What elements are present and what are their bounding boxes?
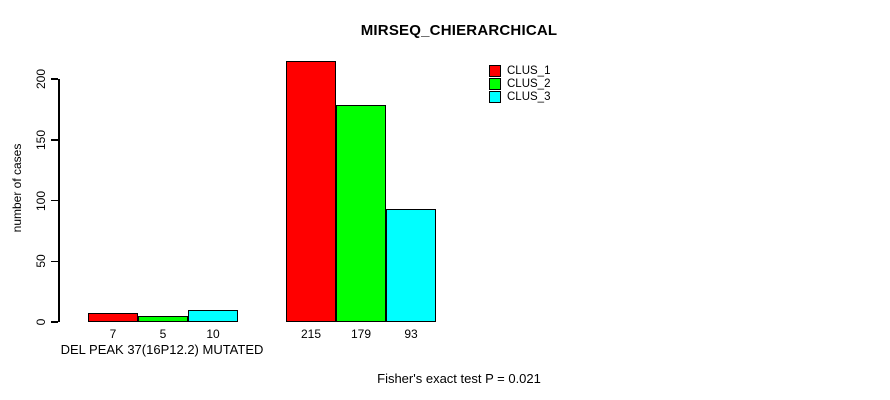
y-axis-line [58, 79, 60, 322]
bar-value-label: 10 [206, 327, 220, 341]
bar-value-label: 93 [404, 327, 418, 341]
legend-row: CLUS_2 [489, 77, 550, 90]
legend-row: CLUS_3 [489, 90, 550, 103]
chart-title: MIRSEQ_CHIERARCHICAL [360, 22, 558, 39]
bar-value-label: 179 [350, 327, 372, 341]
y-tick-label: 0 [34, 318, 48, 326]
legend-label: CLUS_3 [507, 90, 551, 103]
y-tick [51, 78, 58, 80]
x-axis-label: DEL PEAK 37(16P12.2) MUTATED [60, 342, 264, 357]
y-axis-label: number of cases [10, 143, 24, 233]
bar-clus_3-group2 [386, 209, 436, 322]
legend-swatch-icon [489, 77, 501, 90]
bar-value-label: 5 [159, 327, 167, 341]
bar-clus_1-group1 [88, 313, 138, 322]
y-tick [51, 260, 58, 262]
legend-label: CLUS_2 [507, 77, 551, 90]
y-tick [51, 199, 58, 202]
y-tick [51, 139, 58, 141]
bar-value-label: 215 [300, 327, 322, 341]
y-tick-label: 50 [34, 254, 48, 268]
bar-clus_1-group2 [286, 61, 336, 322]
legend-swatch-icon [489, 64, 501, 77]
bar-clus_3-group1 [188, 310, 238, 322]
y-tick-label: 200 [34, 68, 48, 90]
bar-clus_2-group2 [336, 105, 386, 322]
y-tick-label: 150 [34, 129, 48, 150]
y-tick [51, 321, 58, 323]
bar-value-label: 7 [109, 327, 117, 341]
legend-label: CLUS_1 [507, 64, 551, 77]
y-tick-label: 100 [34, 190, 48, 211]
legend-row: CLUS_1 [489, 64, 550, 77]
fisher-test-annotation: Fisher's exact test P = 0.021 [377, 371, 541, 386]
legend: CLUS_1 CLUS_2 CLUS_3 [489, 64, 550, 103]
legend-swatch-icon [489, 90, 501, 103]
bar-clus_2-group1 [138, 316, 188, 322]
